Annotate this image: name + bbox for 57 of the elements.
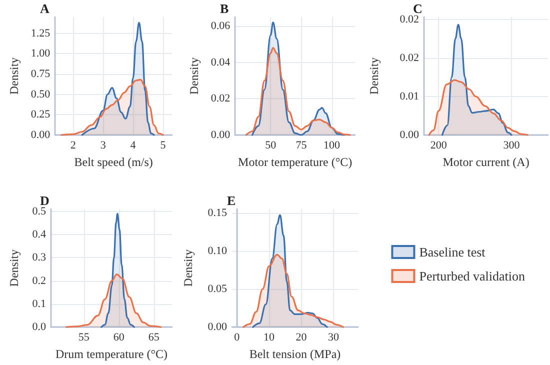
legend-label: Baseline test [419,244,486,260]
x-tick-label: 3 [100,140,106,152]
x-tick-label: 20 [296,332,308,344]
chart-title: B [220,1,229,16]
y-tick-label: 1.00 [30,48,51,60]
y-axis-title: Density [367,57,381,95]
y-axis-title: Density [187,57,201,95]
y-tick-label: 0.00 [208,321,228,334]
y-axis-title: Density [181,249,195,287]
legend-label: Perturbed validation [419,268,526,284]
x-axis-title: Motor current (A) [442,154,530,169]
x-axis-title: Drum temperature (°C) [55,347,168,361]
y-tick-label: 0.2 [32,274,46,287]
y-tick-label: 0.04 [210,56,231,68]
y-tick-label: 0.15 [208,206,228,219]
y-tick-label: 0.02 [400,52,419,64]
y-tick-label: 0.5 [32,205,46,218]
chart-title: A [40,1,50,16]
x-tick-label: 4 [130,140,136,152]
x-axis-title: Belt speed (m/s) [74,154,153,169]
y-tick-label: 0.00 [400,129,420,141]
x-tick-label: 0 [234,332,240,344]
y-tick-label: 0.02 [400,13,419,26]
x-tick-label: 50 [265,140,277,152]
y-tick-label: 0.25 [30,108,51,121]
x-tick-label: 75 [296,140,308,152]
x-tick-label: 10 [264,332,276,344]
y-tick-label: 0.10 [208,244,228,257]
y-tick-label: 0.1 [32,298,46,310]
chart-title: E [227,193,236,208]
chart-title: C [413,1,422,16]
x-tick-label: 2 [70,140,76,152]
x-tick-label: 100 [324,140,341,152]
y-tick-label: 0.75 [30,68,51,80]
y-tick-label: 0.05 [208,283,228,296]
y-tick-label: 0.00 [30,129,51,141]
x-axis-title: Belt tension (MPa) [249,347,341,361]
y-tick-label: 1.25 [30,27,51,40]
y-tick-label: 0.01 [400,90,419,102]
y-axis-title: Density [7,249,21,287]
y-tick-label: 0.0 [32,321,46,334]
y-axis-title: Density [7,57,21,95]
x-tick-label: 65 [148,332,160,344]
x-tick-label: 200 [430,140,448,152]
y-tick-label: 0.02 [210,92,230,105]
y-tick-label: 0.50 [30,88,51,100]
x-tick-label: 30 [328,332,340,344]
x-tick-label: 300 [503,140,520,152]
chart-title: D [40,193,50,208]
y-tick-label: 0.3 [32,252,46,264]
x-tick-label: 55 [78,332,90,344]
x-tick-label: 5 [160,140,166,152]
x-tick-label: 60 [113,332,125,344]
x-axis-title: Motor temperature (°C) [238,154,352,169]
y-tick-label: 0.00 [210,129,231,141]
y-tick-label: 0.4 [32,228,46,240]
y-tick-label: 0.06 [210,20,231,32]
